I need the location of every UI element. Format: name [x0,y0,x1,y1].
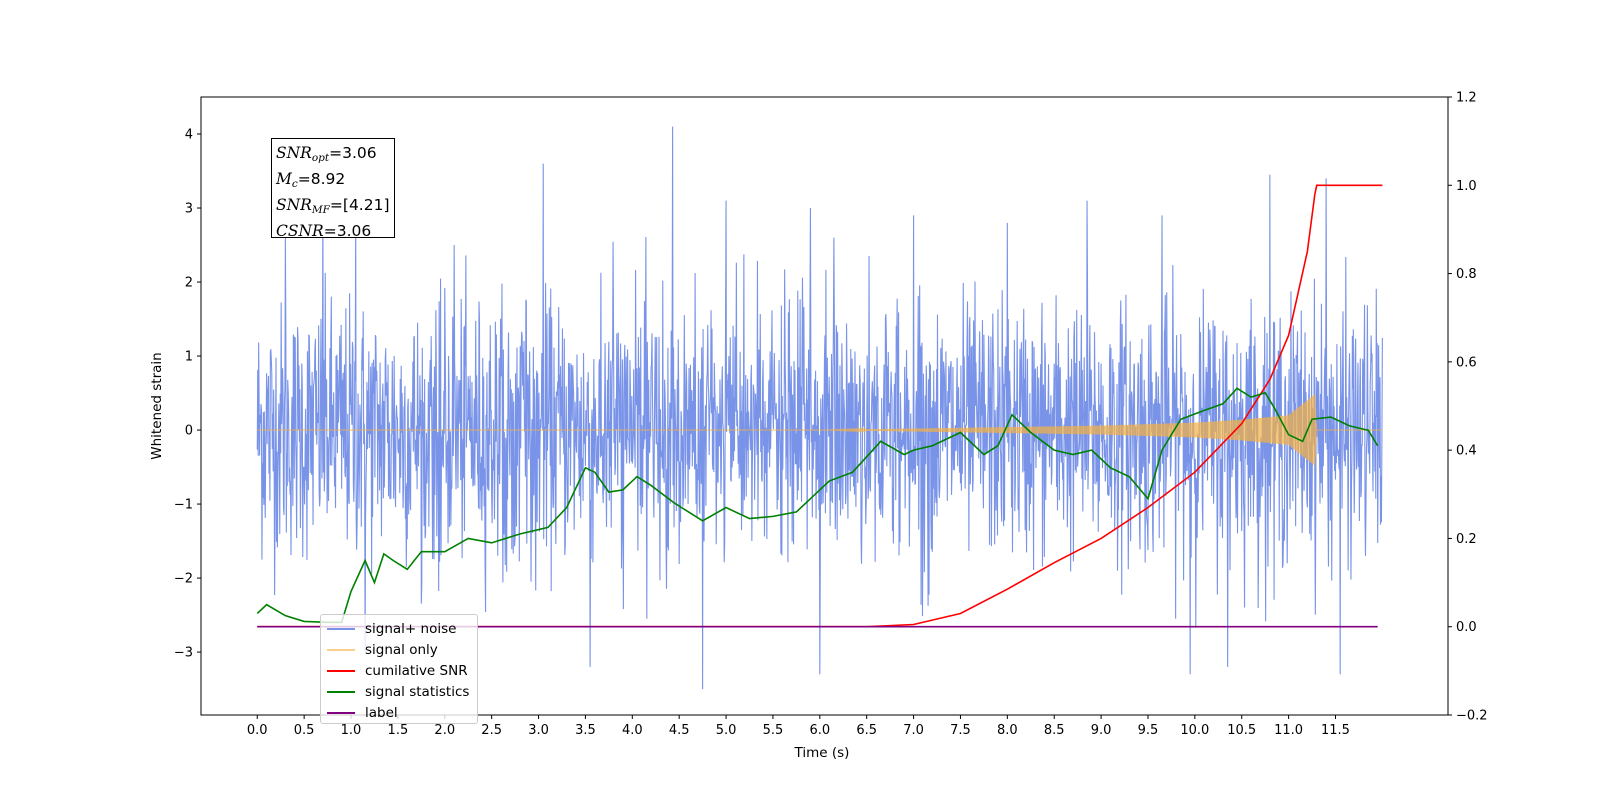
plot-frame [200,96,1449,716]
legend-swatch [327,711,355,714]
x-axis: 0.0 0.5 1.0 1.5 2.0 2.5 3.0 3.5 4.0 4.5 5.0 5.5 6.0 6… [247,715,1350,738]
y-left-tick-label: 0 [185,424,193,439]
legend-swatch [327,690,355,693]
annotation-mc: Mc=8.92 [276,170,346,190]
legend-swatch [327,648,355,651]
x-tick-label: 5.0 [716,723,737,738]
legend-item-cumulative-snr: cumilative SNR [327,660,471,681]
x-tick-label: 1.0 [341,723,362,738]
x-tick-label: 3.5 [575,723,596,738]
y-axis-left: −3 −2 −1 0 1 2 3 4 [174,128,201,661]
legend-item-label: label Cumilative SNR [327,702,471,736]
x-tick-label: 0.5 [294,723,315,738]
legend: signal+ noise signal only cumilative SNR… [320,614,478,736]
x-tick-label: 5.5 [763,723,784,738]
y-right-tick-label: 0.8 [1456,267,1477,282]
annotation-csnr: CSNR=3.06 [276,222,372,240]
x-tick-label: 7.0 [903,723,924,738]
series-signal-only-line [257,394,1383,466]
x-tick-label: 0.0 [247,723,268,738]
x-tick-label: 11.0 [1274,723,1303,738]
legend-label: cumilative SNR [365,662,468,679]
y-left-tick-label: 4 [185,128,193,143]
x-tick-label: 1.5 [388,723,409,738]
legend-label: signal only [365,641,438,658]
legend-item-signal-statistics: signal statistics [327,681,471,702]
y-left-tick-label: 2 [185,276,193,291]
series-cumilative-snr-line [257,184,1383,628]
y-axis-right: −0.2 0.0 0.2 0.4 0.6 0.8 1.0 1.2 [1448,91,1488,724]
x-tick-label: 3.0 [528,723,549,738]
legend-label: signal+ noise [365,620,457,637]
x-tick-label: 8.5 [1044,723,1065,738]
x-tick-label: 10.0 [1180,723,1209,738]
legend-label: signal statistics [365,683,470,700]
y-left-tick-label: −3 [174,646,193,661]
annotation-snr-opt: SNRopt=3.06 [276,144,377,164]
x-tick-label: 4.5 [669,723,690,738]
y-left-tick-label: −2 [174,572,193,587]
y-right-tick-label: −0.2 [1456,709,1488,724]
y-right-tick-label: 0.2 [1456,532,1477,547]
y-right-tick-label: 1.0 [1456,179,1477,194]
legend-swatch [327,669,355,672]
x-axis-label: Time (s) [794,745,850,761]
stats-annotation-box: SNRopt=3.06 Mc=8.92 SNRMF=[4.21] CSNR=3.… [271,138,395,240]
x-tick-label: 6.0 [809,723,830,738]
series-signal-statistics-line [256,387,1379,624]
y-left-tick-label: −1 [174,498,193,513]
y-axis-left-label: Whitened strain [149,352,165,459]
annotation-snr-mf: SNRMF=[4.21] [276,196,390,216]
y-left-tick-label: 1 [185,350,193,365]
x-tick-label: 8.0 [997,723,1018,738]
y-right-tick-label: 1.2 [1456,91,1477,106]
x-tick-label: 7.5 [950,723,971,738]
legend-item-signal-only: signal only [327,639,471,660]
x-tick-label: 4.0 [622,723,643,738]
legend-label: label [365,704,398,721]
legend-item-signal-noise: signal+ noise [327,618,471,639]
y-left-tick-label: 3 [185,202,193,217]
x-tick-label: 2.0 [434,723,455,738]
x-tick-label: 9.0 [1091,723,1112,738]
x-tick-label: 6.5 [856,723,877,738]
y-right-tick-label: 0.6 [1456,355,1477,370]
x-tick-label: 11.5 [1321,723,1350,738]
x-tick-label: 10.5 [1227,723,1256,738]
x-tick-label: 2.5 [481,723,502,738]
series-signal-noise-line [256,126,1383,690]
legend-swatch [327,627,355,630]
x-tick-label: 9.5 [1138,723,1159,738]
y-right-tick-label: 0.4 [1456,444,1477,459]
y-right-tick-label: 0.0 [1456,620,1477,635]
